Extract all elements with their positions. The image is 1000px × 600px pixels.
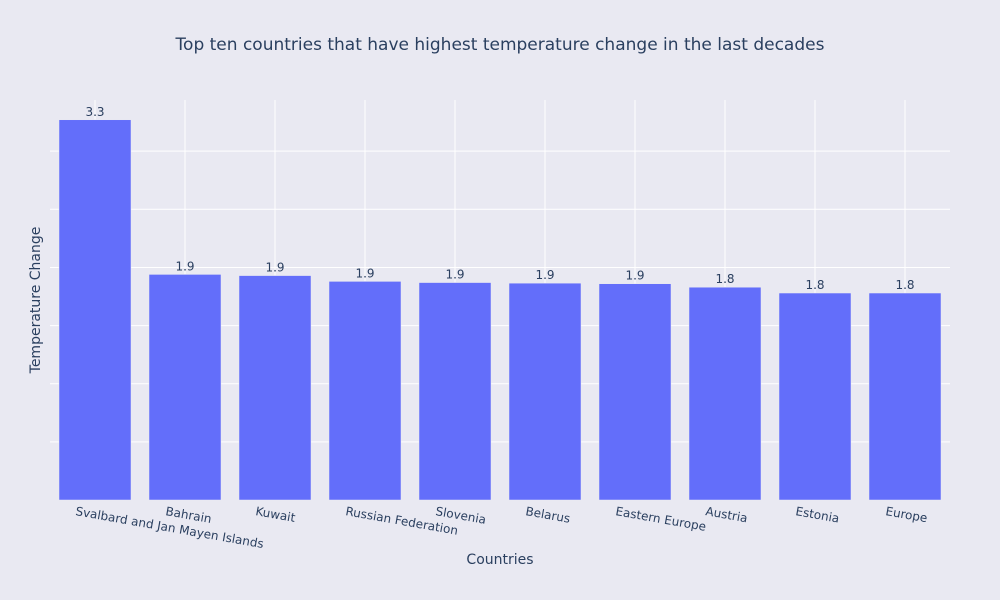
x-tick-label: Kuwait xyxy=(254,504,296,525)
bar[interactable] xyxy=(238,275,312,501)
bar[interactable] xyxy=(508,282,582,501)
x-axis-title: Countries xyxy=(466,552,533,568)
bar-value-label: 1.9 xyxy=(535,268,554,282)
bar-value-label: 1.9 xyxy=(355,266,374,280)
bar[interactable] xyxy=(148,274,222,501)
bar[interactable] xyxy=(598,283,672,501)
data-labels: 3.3 1.9 1.9 1.9 1.9 1.9 1.9 1.8 1.8 1.8 xyxy=(85,105,914,292)
bar-value-label: 1.9 xyxy=(625,269,644,283)
chart-title: Top ten countries that have highest temp… xyxy=(175,35,825,55)
bar[interactable] xyxy=(58,119,132,501)
bar[interactable] xyxy=(688,286,762,501)
bars xyxy=(58,119,942,501)
bar-value-label: 1.8 xyxy=(895,278,914,292)
bar[interactable] xyxy=(868,292,942,501)
bar-value-label: 1.8 xyxy=(805,278,824,292)
y-axis-title: Temperature Change xyxy=(28,227,44,375)
bar-value-label: 1.9 xyxy=(445,268,464,282)
bar-value-label: 1.8 xyxy=(715,272,734,286)
bar-value-label: 3.3 xyxy=(85,105,104,119)
bar[interactable] xyxy=(328,281,402,501)
bar[interactable] xyxy=(418,282,492,501)
bar-value-label: 1.9 xyxy=(265,261,284,275)
bar[interactable] xyxy=(778,292,852,501)
bar-value-label: 1.9 xyxy=(175,259,194,273)
